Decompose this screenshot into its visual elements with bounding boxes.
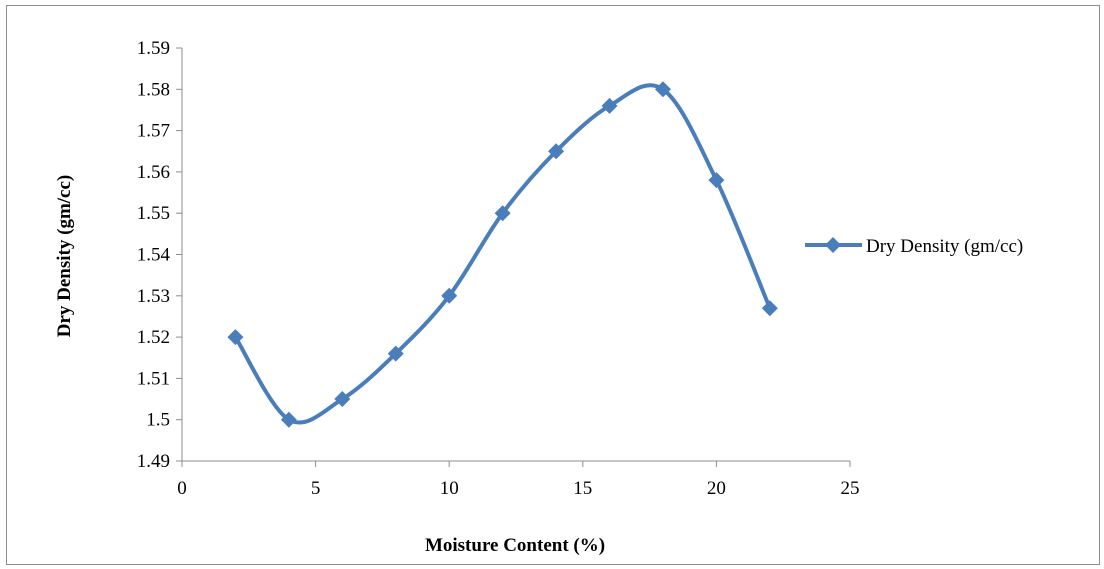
series-layer [227, 81, 778, 428]
y-tick-label: 1.51 [137, 368, 170, 389]
chart-frame [6, 5, 1100, 565]
data-point-marker [761, 300, 778, 317]
x-tick-label: 15 [573, 478, 592, 499]
data-point-marker [334, 391, 351, 408]
y-tick-label: 1.49 [137, 451, 170, 472]
data-point-marker [280, 411, 297, 428]
y-axis-ticks: 1.49 1.5 1.51 1.52 1.53 1.54 1.55 1.56 1.57 1.58 1… [137, 38, 182, 472]
legend: Dry Density (gm/cc) [805, 236, 1023, 257]
x-axis-ticks: 0 5 10 15 20 25 [177, 461, 860, 499]
data-point-marker [708, 172, 725, 189]
y-tick-label: 1.59 [137, 38, 170, 59]
data-point-marker [387, 345, 404, 362]
y-tick-label: 1.56 [137, 162, 170, 183]
x-tick-label: 20 [707, 478, 726, 499]
data-point-marker [601, 97, 618, 114]
data-point-marker [227, 329, 244, 346]
y-tick-label: 1.55 [137, 203, 170, 224]
x-tick-label: 5 [311, 478, 321, 499]
x-tick-label: 25 [841, 478, 860, 499]
data-point-marker [654, 81, 671, 98]
x-axis-title: Moisture Content (%) [425, 535, 605, 556]
legend-series-marker [825, 237, 841, 253]
y-tick-label: 1.54 [137, 245, 171, 266]
y-tick-label: 1.57 [137, 121, 170, 142]
data-point-marker [548, 143, 565, 160]
y-tick-label: 1.53 [137, 286, 170, 307]
x-tick-label: 0 [177, 478, 187, 499]
data-point-marker [494, 205, 511, 222]
y-tick-label: 1.52 [137, 327, 170, 348]
legend-series-label: Dry Density (gm/cc) [866, 236, 1023, 257]
series-line [233, 83, 772, 425]
data-point-marker [441, 287, 458, 304]
y-axis-title: Dry Density (gm/cc) [54, 175, 75, 338]
x-tick-label: 10 [440, 478, 459, 499]
y-tick-label: 1.58 [137, 79, 170, 100]
y-tick-label: 1.5 [146, 410, 170, 431]
